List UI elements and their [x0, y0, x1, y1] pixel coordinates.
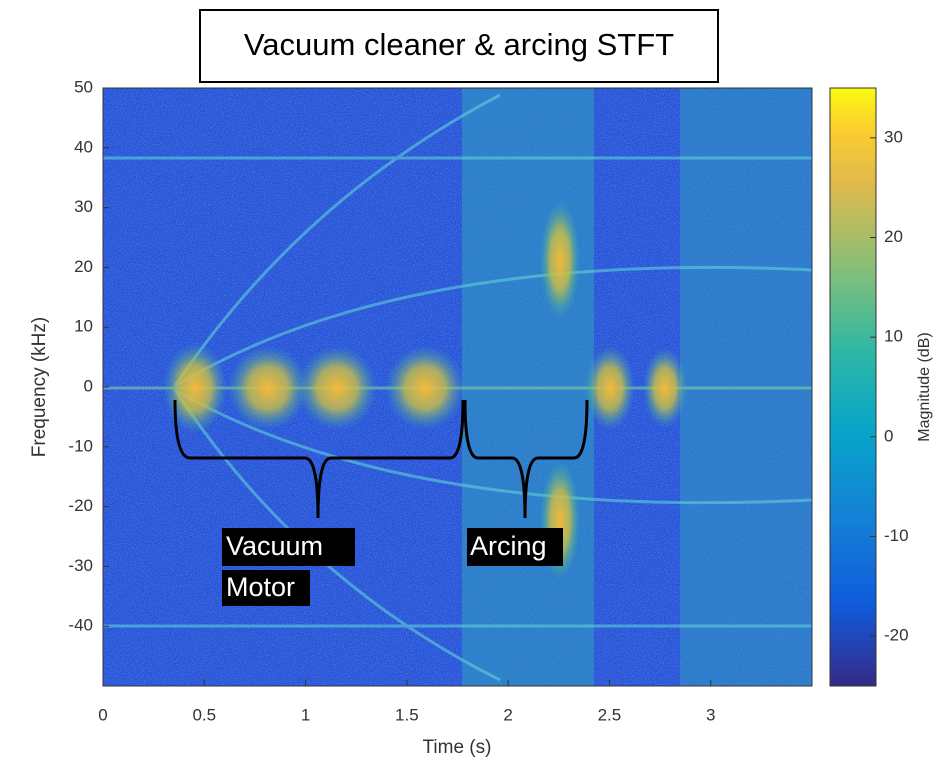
- annotation-text: Arcing: [470, 531, 547, 561]
- annotation-text: Vacuum: [226, 531, 323, 561]
- y-tick-label: 20: [74, 257, 93, 276]
- x-axis-label: Time (s): [423, 737, 492, 758]
- annotation-text: Motor: [226, 572, 295, 602]
- x-tick-label: 3: [706, 705, 715, 724]
- braces: [173, 399, 589, 519]
- x-tick-label: 1: [301, 705, 310, 724]
- title-box: [199, 9, 719, 83]
- annotations: Vacuum Motor Arcing: [222, 528, 563, 606]
- y-tick-label: 10: [74, 317, 93, 336]
- y-tick-label: 40: [74, 137, 93, 156]
- colorbar-tick-label: -20: [884, 626, 909, 645]
- x-tick-label: 2.5: [598, 705, 622, 724]
- y-tick-label: 0: [84, 376, 93, 395]
- colorbar-tick-label: 0: [884, 426, 893, 445]
- colorbar-tick-label: 20: [884, 227, 903, 246]
- colorbar-label: Magnitude (dB): [916, 332, 933, 441]
- x-tick-label: 1.5: [395, 705, 419, 724]
- spectrogram-image: [103, 88, 812, 686]
- y-tick-label: 30: [74, 197, 93, 216]
- y-tick-label: -10: [68, 436, 93, 455]
- y-tick-label: 50: [74, 77, 93, 96]
- y-tick-label: -40: [68, 616, 93, 635]
- x-tick-label: 2: [503, 705, 512, 724]
- colorbar-tick-label: 30: [884, 127, 903, 146]
- colorbar-tick-label: 10: [884, 327, 903, 346]
- chart-title: Vacuum cleaner & arcing STFT: [244, 27, 674, 62]
- y-axis-label: Frequency (kHz): [29, 317, 50, 457]
- colorbar-tick-label: -10: [884, 526, 909, 545]
- y-tick-label: -20: [68, 496, 93, 515]
- colorbar: [829, 87, 877, 687]
- x-tick-label: 0.5: [192, 705, 216, 724]
- x-tick-label: 0: [98, 705, 107, 724]
- y-tick-label: -30: [68, 556, 93, 575]
